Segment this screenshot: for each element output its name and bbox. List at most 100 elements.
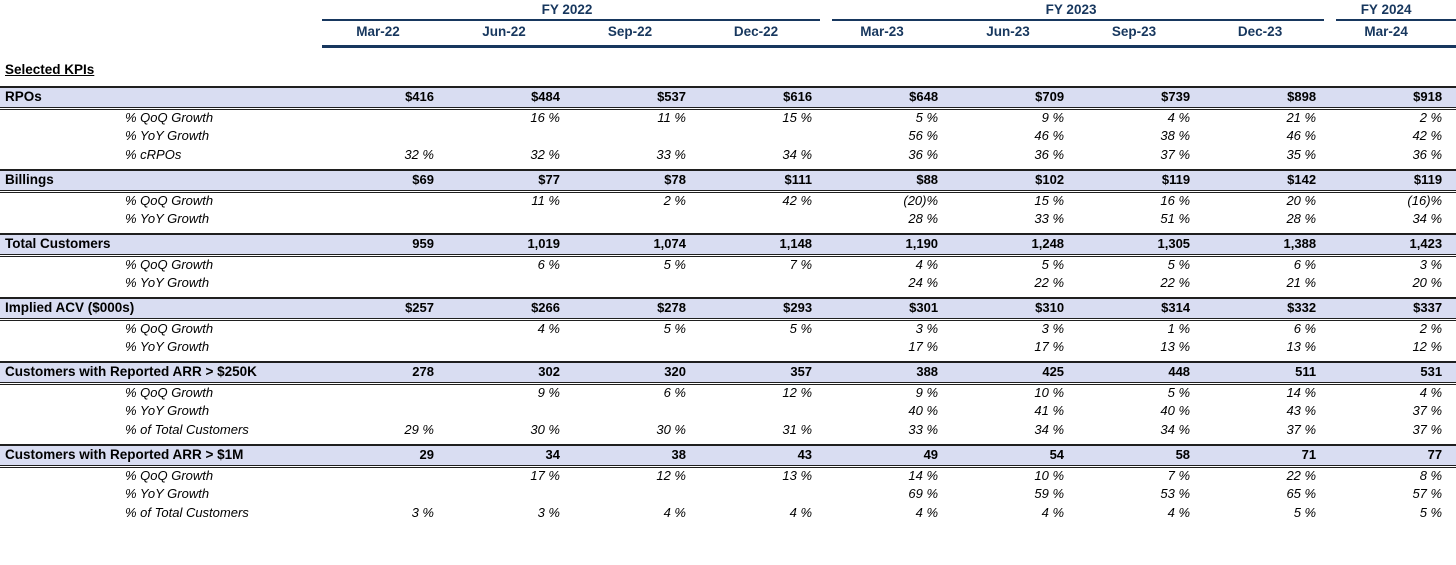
metric-value-cell: 56 % bbox=[908, 128, 939, 144]
section-value-cell: 1,074 bbox=[574, 233, 700, 257]
section-value-cell: $616 bbox=[700, 86, 827, 110]
metric-value-cell: 46 % bbox=[1034, 128, 1065, 144]
header-gap-row bbox=[0, 46, 1456, 55]
section-value-cell: 511 bbox=[1204, 361, 1331, 385]
metric-subrow: % cRPOs 32 % 32 % 33 % 34 % 36 % 36 % 37 % 35 % 3… bbox=[0, 146, 1456, 165]
section-value-cell: 34 bbox=[448, 444, 574, 468]
section-value-cell: 357 bbox=[700, 361, 827, 385]
metric-subrow: % QoQ Growth 17 % 12 % 13 % 14 % 10 % 7 % 22 % 8… bbox=[0, 466, 1456, 485]
section-value-cell: $416 bbox=[322, 86, 448, 110]
metric-value-cell: 41 % bbox=[1034, 403, 1065, 419]
metric-value-cell: 6 % bbox=[663, 385, 686, 401]
metric-value-cell bbox=[448, 485, 574, 504]
metric-value-cell bbox=[322, 191, 448, 210]
metric-value-cell: 36 % bbox=[1412, 147, 1443, 163]
section-value-cell: $69 bbox=[322, 169, 448, 193]
metric-value-cell bbox=[322, 255, 448, 274]
section-header-row: RPOs $416 $484 $537 $616 $648 $709 $739 $898 $918 bbox=[0, 86, 1456, 110]
section-value-cell: 49 bbox=[826, 444, 953, 468]
section-value-cell: $119 bbox=[1078, 169, 1205, 193]
metric-value-cell: 1 % bbox=[1167, 321, 1191, 337]
section-value-cell: 278 bbox=[322, 361, 448, 385]
metric-value-cell: 2 % bbox=[663, 193, 686, 209]
metric-label: % cRPOs bbox=[125, 147, 182, 163]
metric-value-cell: 3 % bbox=[1419, 257, 1443, 273]
metric-subrow: % YoY Growth 24 % 22 % 22 % 21 % 20 % bbox=[0, 274, 1456, 293]
metric-value-cell: 40 % bbox=[908, 403, 939, 419]
header-gap-cell bbox=[0, 46, 1456, 55]
metric-value-cell: 20 % bbox=[1286, 193, 1317, 209]
metric-value-cell: 21 % bbox=[1286, 110, 1317, 126]
metric-subrow: % QoQ Growth 4 % 5 % 5 % 3 % 3 % 1 % 6 % 2 % bbox=[0, 319, 1456, 338]
section-header-row: Customers with Reported ARR > $1M 29 34 38 4… bbox=[0, 444, 1456, 468]
metric-value-cell bbox=[322, 274, 448, 293]
metric-value-cell: 14 % bbox=[1286, 385, 1317, 401]
metric-value-cell: 4 % bbox=[1419, 385, 1443, 401]
metric-value-cell: 34 % bbox=[782, 147, 813, 163]
section-title-cell: Selected KPIs bbox=[0, 55, 1456, 82]
metric-value-cell bbox=[700, 274, 826, 293]
quarter-header: Mar-23 bbox=[826, 21, 953, 48]
section-value-cell: $278 bbox=[574, 297, 700, 321]
quarter-header: Jun-23 bbox=[952, 21, 1079, 48]
fiscal-year-header: FY 2023 bbox=[826, 0, 1330, 21]
metric-label: % QoQ Growth bbox=[125, 110, 214, 126]
fiscal-year-header-row: FY 2022 FY 2023 FY 2024 bbox=[0, 0, 1456, 21]
section-value-cell: $648 bbox=[826, 86, 953, 110]
metric-label: % QoQ Growth bbox=[125, 468, 214, 484]
section-value-cell: 1,190 bbox=[826, 233, 953, 257]
metric-subrow: % YoY Growth 56 % 46 % 38 % 46 % 42 % bbox=[0, 127, 1456, 146]
section-value-cell: 38 bbox=[574, 444, 700, 468]
metric-value-cell bbox=[574, 127, 700, 146]
metric-value-cell: 3 % bbox=[1041, 321, 1065, 337]
metric-value-cell bbox=[448, 274, 574, 293]
metric-value-cell: 3 % bbox=[915, 321, 939, 337]
kpi-table-body: Selected KPIs RPOs $416 $484 $537 $616 $648 $70… bbox=[0, 46, 1456, 523]
metric-label: % YoY Growth bbox=[125, 403, 210, 419]
section-header-row: Implied ACV ($000s) $257 $266 $278 $293 $301 $… bbox=[0, 297, 1456, 321]
metric-value-cell: 12 % bbox=[1412, 339, 1443, 355]
quarter-header: Mar-24 bbox=[1330, 21, 1456, 48]
metric-value-cell: 13 % bbox=[1160, 339, 1191, 355]
metric-value-cell: 17 % bbox=[1034, 339, 1065, 355]
metric-value-cell: 29 % bbox=[404, 422, 434, 438]
metric-subrow: % QoQ Growth 6 % 5 % 7 % 4 % 5 % 5 % 6 % 3 % bbox=[0, 255, 1456, 274]
section-value-cell: 1,305 bbox=[1078, 233, 1205, 257]
section-value-cell: 425 bbox=[952, 361, 1079, 385]
metric-value-cell bbox=[700, 127, 826, 146]
metric-value-cell: 13 % bbox=[1286, 339, 1317, 355]
metric-value-cell: 10 % bbox=[1034, 385, 1065, 401]
metric-value-cell: 4 % bbox=[663, 505, 686, 521]
metric-label: % of Total Customers bbox=[125, 505, 249, 521]
section-value-cell: 1,423 bbox=[1330, 233, 1456, 257]
section-value-cell: $898 bbox=[1204, 86, 1331, 110]
section-value-cell: 29 bbox=[322, 444, 448, 468]
metric-value-cell: 17 % bbox=[530, 468, 560, 484]
section-value-cell: $77 bbox=[448, 169, 574, 193]
section-title-row: Selected KPIs bbox=[0, 55, 1456, 82]
metric-value-cell bbox=[448, 338, 574, 357]
metric-value-cell: 22 % bbox=[1160, 275, 1191, 291]
metric-value-cell: 22 % bbox=[1034, 275, 1065, 291]
metric-value-cell bbox=[574, 274, 700, 293]
section-value-cell: 77 bbox=[1330, 444, 1456, 468]
section-value-cell: 43 bbox=[700, 444, 827, 468]
metric-value-cell: 4 % bbox=[1167, 110, 1191, 126]
metric-label: % of Total Customers bbox=[125, 422, 249, 438]
metric-value-cell: 37 % bbox=[1412, 422, 1443, 438]
metric-subrow: % YoY Growth 28 % 33 % 51 % 28 % 34 % bbox=[0, 210, 1456, 229]
section-label: Customers with Reported ARR > $250K bbox=[0, 361, 322, 385]
section-value-cell: $918 bbox=[1330, 86, 1456, 110]
metric-value-cell bbox=[322, 319, 448, 338]
metric-subrow: % of Total Customers 29 % 30 % 30 % 31 % 33 %… bbox=[0, 421, 1456, 440]
metric-value-cell: 40 % bbox=[1160, 403, 1191, 419]
kpi-table: FY 2022 FY 2023 FY 2024 Mar-22 Jun-22 Sep-22… bbox=[0, 0, 1456, 523]
metric-subrow: % of Total Customers 3 % 3 % 4 % 4 % 4 % 4 % 4 … bbox=[0, 504, 1456, 523]
metric-value-cell bbox=[574, 485, 700, 504]
metric-value-cell: 28 % bbox=[1286, 211, 1317, 227]
metric-value-cell: 53 % bbox=[1160, 486, 1191, 502]
metric-value-cell bbox=[322, 485, 448, 504]
metric-value-cell: 30 % bbox=[656, 422, 686, 438]
metric-value-cell bbox=[322, 466, 448, 485]
metric-value-cell: 37 % bbox=[1160, 147, 1191, 163]
